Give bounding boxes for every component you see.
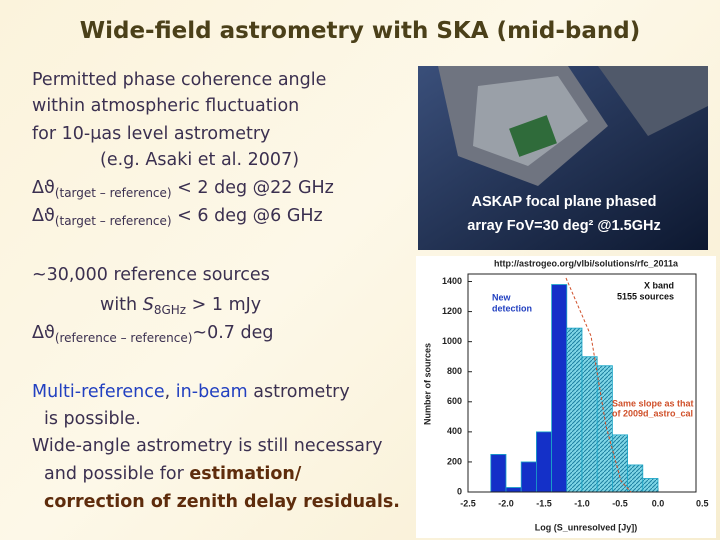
text-line: with S8GHz > 1 mJy [100, 293, 261, 322]
text-segment: (reference – reference) [54, 331, 193, 345]
slide-title: Wide-field astrometry with SKA (mid-band… [79, 18, 641, 44]
text-segment: 8GHz [153, 303, 187, 317]
photo: ASKAP focal plane phased array FoV=30 de… [418, 66, 708, 250]
annotation: 5155 sources [617, 291, 674, 301]
y-axis-label: Number of sources [422, 343, 432, 425]
x-tick-label: 0.0 [652, 498, 665, 508]
histogram-bar [566, 327, 583, 493]
y-tick-label: 600 [447, 396, 462, 406]
y-tick-label: 0 [457, 486, 462, 496]
text-segment: Δϑ [32, 178, 55, 198]
text-line: (e.g. Asaki et al. 2007) [100, 148, 299, 172]
text-segment: (e.g. Asaki et al. 2007) [100, 150, 300, 170]
x-axis-label: Log (S_unresolved [Jy]) [535, 522, 638, 532]
text-line: for 10-μas level astrometry [32, 122, 270, 146]
text-segment: (target – reference) [54, 186, 172, 200]
text-segment: Δϑ [32, 206, 55, 226]
text-line: and possible for estimation/ [44, 462, 301, 486]
text-segment: astrometry [247, 382, 350, 402]
annotation: Same slope as that [612, 398, 694, 408]
histogram-bar [611, 434, 628, 493]
x-tick-label: -2.0 [498, 498, 514, 508]
histogram-bar [642, 478, 659, 493]
text-line: Permitted phase coherence angle [32, 68, 326, 92]
text-line: within atmospheric fluctuation [32, 94, 299, 118]
histogram-bar [581, 356, 598, 493]
histogram-bar [536, 431, 553, 493]
text-segment: Permitted phase coherence angle [32, 70, 327, 90]
histogram-bar [627, 464, 644, 493]
photo-caption: array FoV=30 deg² @1.5GHz [467, 218, 660, 234]
y-tick-label: 400 [447, 426, 462, 436]
y-tick-label: 1200 [442, 306, 462, 316]
histogram-bar [551, 284, 568, 493]
text-segment: for 10-μas level astrometry [32, 124, 271, 144]
text-segment: < 6 deg @6 GHz [171, 206, 323, 226]
y-tick-label: 1400 [442, 276, 462, 286]
text-segment: > 1 mJy [186, 295, 262, 315]
x-tick-label: -1.5 [536, 498, 552, 508]
text-segment: (target – reference) [54, 214, 172, 228]
y-tick-label: 1000 [442, 336, 462, 346]
text-segment: ~0.7 deg [192, 323, 274, 343]
histogram: http://astrogeo.org/vlbi/solutions/rfc_2… [416, 256, 716, 538]
chart-header: http://astrogeo.org/vlbi/solutions/rfc_2… [494, 258, 679, 268]
annotation: detection [492, 303, 532, 313]
text-line: Δϑ(reference – reference)~0.7 deg [32, 321, 273, 350]
text-segment: in-beam [175, 382, 248, 402]
text-segment: estimation/ [189, 464, 302, 484]
text-line: ~30,000 reference sources [32, 263, 270, 287]
histogram-bar [490, 454, 507, 493]
x-tick-label: -2.5 [460, 498, 476, 508]
text-line: Δϑ(target – reference) < 2 deg @22 GHz [32, 176, 334, 205]
x-tick-label: -1.0 [574, 498, 590, 508]
text-line: Wide-angle astrometry is still necessary [32, 434, 383, 458]
annotation: X band [644, 280, 674, 290]
y-tick-label: 800 [447, 366, 462, 376]
text-segment: and possible for [44, 464, 190, 484]
text-segment: Δϑ [32, 323, 55, 343]
annotation: New [492, 292, 512, 302]
text-line: correction of zenith delay residuals. [44, 490, 400, 514]
text-segment: ~30,000 reference sources [32, 265, 270, 285]
text-segment: < 2 deg @22 GHz [171, 178, 334, 198]
text-line: is possible. [44, 407, 141, 431]
text-segment: correction of zenith delay residuals. [44, 492, 400, 512]
plot-frame [467, 273, 697, 493]
text-line: Multi-reference, in-beam astrometry [32, 380, 350, 404]
histogram-bar [520, 461, 537, 493]
text-line: Δϑ(target – reference) < 6 deg @6 GHz [32, 204, 323, 233]
text-segment: S [142, 295, 154, 315]
text-segment: with [100, 295, 143, 315]
histogram-bar [505, 487, 522, 493]
y-tick-label: 200 [447, 456, 462, 466]
annotation: of 2009d_astro_cal [612, 408, 693, 418]
slope-line [565, 277, 632, 493]
text-segment: is possible. [44, 409, 141, 429]
photo-caption: ASKAP focal plane phased [471, 194, 656, 210]
x-tick-label: 0.5 [696, 498, 709, 508]
text-segment: Wide-angle astrometry is still necessary [32, 436, 383, 456]
x-tick-label: -0.5 [612, 498, 628, 508]
text-segment: , [164, 382, 176, 402]
text-segment: Multi-reference [32, 382, 165, 402]
text-segment: within atmospheric fluctuation [32, 96, 300, 116]
